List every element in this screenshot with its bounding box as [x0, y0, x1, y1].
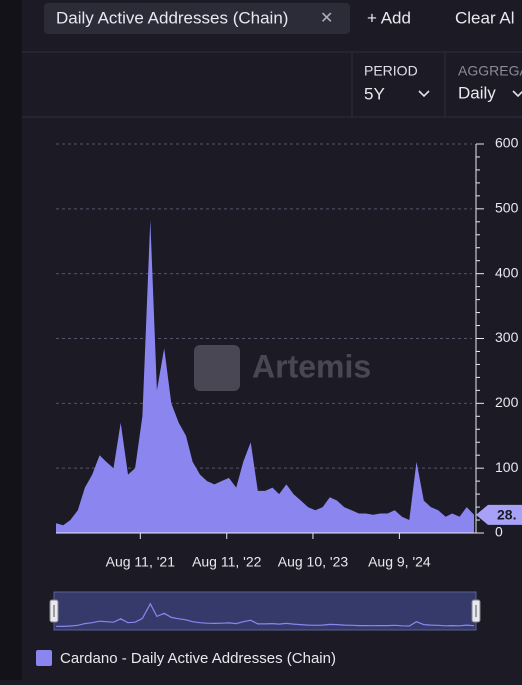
legend-label[interactable]: Cardano - Daily Active Addresses (Chain) [60, 650, 336, 667]
sidebar [0, 0, 22, 680]
y-tick-label: 600 [495, 135, 519, 151]
y-tick-label: 200 [495, 394, 519, 410]
period-select[interactable]: 5Y [364, 84, 385, 103]
legend-swatch[interactable] [36, 650, 52, 666]
watermark-text: Artemis [252, 348, 371, 384]
x-tick-label: Aug 10, '23 [278, 554, 349, 570]
y-tick-label: 400 [495, 264, 519, 280]
y-tick-label: 100 [495, 459, 519, 475]
y-tick-label: 500 [495, 200, 519, 216]
watermark: Artemis [194, 345, 371, 391]
x-tick-label: Aug 11, '22 [192, 554, 262, 570]
chip-close[interactable]: ✕ [320, 10, 333, 27]
chip[interactable] [44, 3, 350, 34]
aggregation-label: AGGREGA [458, 63, 522, 79]
watermark-logo [194, 345, 240, 391]
aggregation-select[interactable]: Daily [458, 83, 496, 102]
y-tick-label: 0 [495, 524, 503, 540]
add-button[interactable]: + Add [367, 8, 411, 27]
value-tag [476, 504, 522, 525]
x-tick-label: Aug 9, '24 [368, 554, 431, 570]
navigator-line [55, 602, 475, 628]
x-tick-label: Aug 11, '21 [106, 554, 176, 570]
y-tick-label: 300 [495, 329, 519, 345]
area [56, 219, 474, 533]
chevron [512, 90, 522, 98]
clear-button[interactable]: Clear Al [455, 8, 515, 27]
value-tag-label: 28. [497, 507, 516, 523]
chip-label: Daily Active Addresses (Chain) [56, 8, 288, 27]
chevron [418, 90, 430, 98]
period-label: PERIOD [364, 63, 418, 79]
